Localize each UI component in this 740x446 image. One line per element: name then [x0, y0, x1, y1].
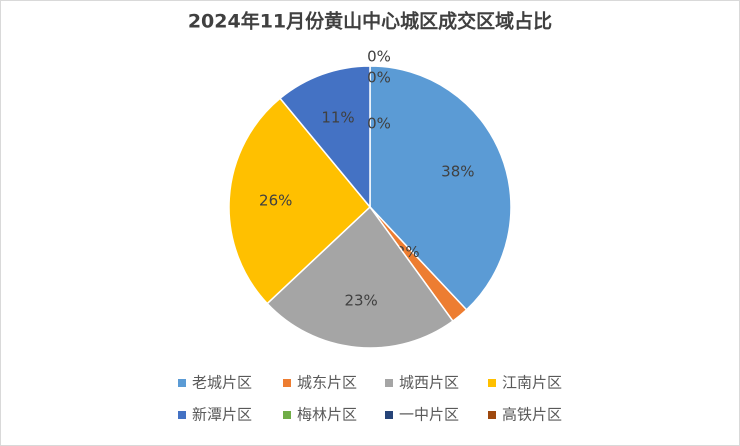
pie-slice: [266, 205, 454, 349]
legend-swatch: [283, 411, 291, 419]
data-label: 0%: [367, 69, 391, 87]
legend-swatch: [283, 379, 291, 387]
legend-swatch: [178, 379, 186, 387]
legend-swatch: [488, 411, 496, 419]
legend-label: 城西片区: [399, 374, 459, 392]
legend-swatch: [385, 379, 393, 387]
legend-label: 老城片区: [192, 374, 252, 392]
pie-slice: [279, 65, 371, 210]
chart-title: 2024年11月份黄山中心城区成交区域占比: [188, 10, 552, 33]
legend-swatch: [385, 411, 393, 419]
legend-label: 梅林片区: [297, 406, 357, 424]
legend-swatch: [178, 411, 186, 419]
legend-label: 城东片区: [297, 374, 357, 392]
legend-swatch: [488, 379, 496, 387]
data-label: 23%: [344, 292, 377, 310]
legend-label: 高铁片区: [502, 406, 562, 424]
legend-label: 新潭片区: [192, 406, 252, 424]
pie-slice: [228, 97, 372, 305]
pie-slice: [369, 65, 512, 311]
legend-label: 一中片区: [399, 406, 459, 424]
data-label: 11%: [321, 109, 354, 127]
data-label: 0%: [367, 115, 391, 133]
legend-label: 江南片区: [502, 374, 562, 392]
data-label: 26%: [259, 192, 292, 210]
data-label: 0%: [367, 48, 391, 66]
data-label: 38%: [441, 163, 474, 181]
